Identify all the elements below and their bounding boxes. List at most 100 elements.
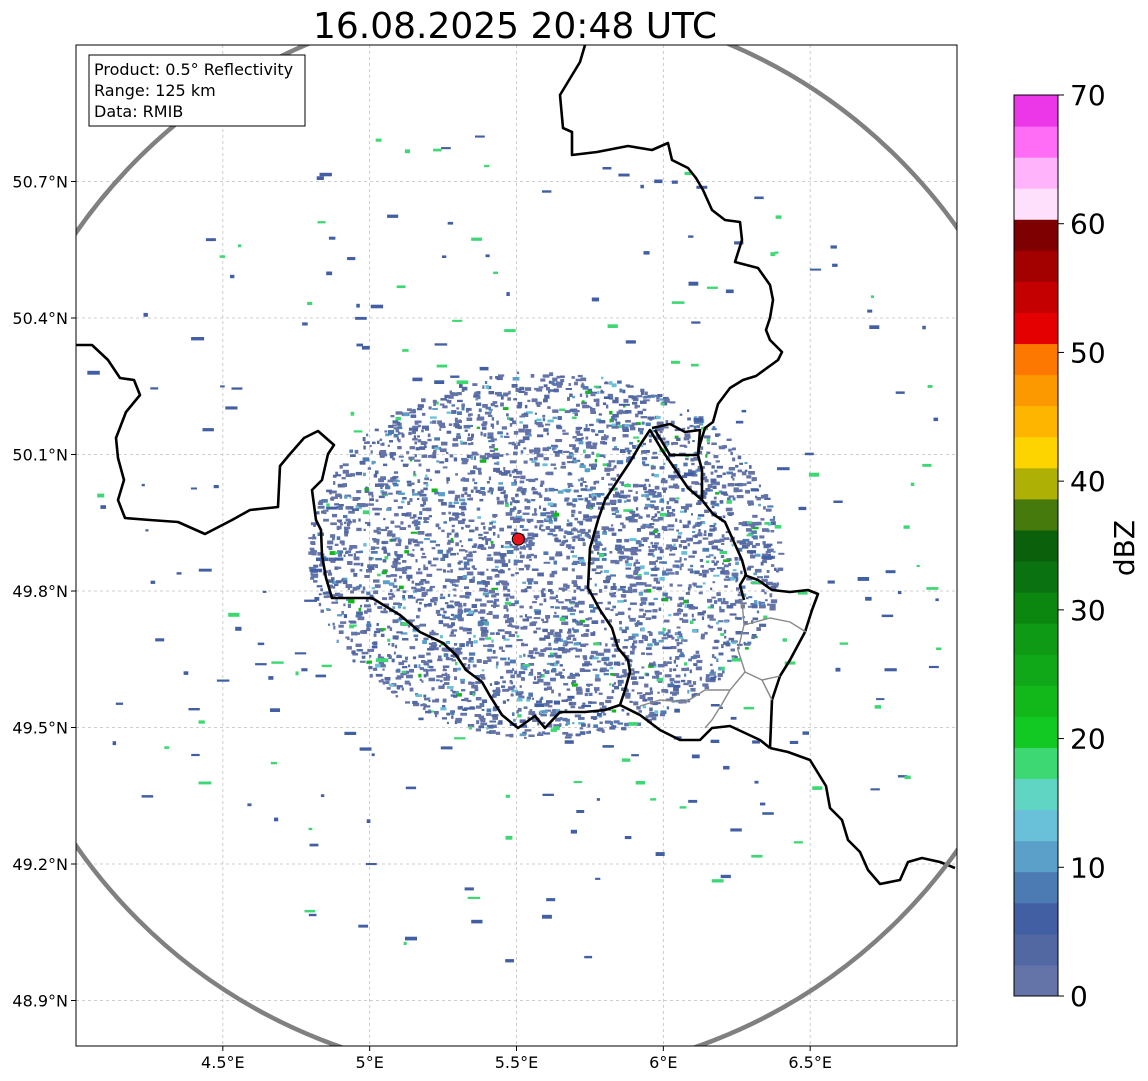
echo-pixel (434, 447, 440, 450)
echo-pixel (652, 494, 659, 498)
echo-pixel (656, 421, 663, 425)
echo-pixel (416, 408, 423, 411)
echo-pixel (87, 370, 100, 375)
echo-pixel (423, 637, 429, 641)
echo-pixel (532, 533, 539, 538)
echo-pixel (592, 656, 599, 660)
echo-pixel (372, 546, 380, 549)
echo-pixel (503, 435, 510, 438)
echo-pixel (718, 666, 725, 671)
echo-pixel (673, 684, 681, 688)
echo-pixel (334, 583, 339, 587)
echo-pixel (375, 564, 378, 569)
echo-pixel (549, 596, 557, 600)
echo-pixel (467, 665, 471, 670)
echo-pixel (711, 505, 715, 509)
echo-pixel (615, 418, 618, 422)
echo-pixel (676, 643, 680, 647)
echo-pixel (488, 391, 495, 395)
echo-pixel (755, 495, 758, 499)
echo-pixel (480, 722, 488, 726)
echo-pixel (543, 561, 551, 564)
echo-pixel (522, 581, 527, 584)
echo-pixel (689, 424, 694, 428)
echo-pixel (361, 345, 370, 350)
echo-pixel (396, 631, 403, 634)
echo-pixel (488, 546, 495, 549)
echo-pixel (509, 460, 517, 464)
echo-pixel (596, 453, 600, 458)
echo-pixel (574, 714, 582, 718)
echo-pixel (474, 391, 478, 395)
echo-pixel (362, 510, 370, 515)
echo-pixel (666, 568, 673, 572)
echo-pixel (559, 664, 563, 667)
echo-pixel (725, 575, 729, 578)
echo-pixel (566, 531, 572, 535)
echo-pixel (675, 656, 680, 660)
echo-pixel (397, 604, 401, 609)
echo-pixel (662, 526, 668, 530)
echo-pixel (337, 614, 343, 617)
echo-pixel (601, 558, 607, 561)
echo-pixel (705, 678, 711, 683)
echo-pixel (543, 398, 548, 403)
echo-pixel (375, 557, 382, 561)
echo-pixel (465, 550, 468, 553)
echo-pixel (471, 453, 479, 456)
echo-pixel (713, 496, 717, 500)
echo-pixel (555, 594, 558, 598)
colorbar-tick-label: 70 (1070, 79, 1106, 112)
echo-pixel (353, 556, 360, 561)
echo-pixel (593, 534, 600, 539)
echo-pixel (591, 620, 599, 624)
echo-pixel (719, 446, 725, 450)
echo-pixel (746, 528, 752, 532)
echo-pixel (386, 508, 391, 511)
echo-pixel (635, 491, 638, 494)
echo-pixel (491, 594, 497, 598)
echo-pixel (561, 489, 567, 492)
echo-pixel (590, 466, 596, 470)
echo-pixel (342, 580, 348, 585)
echo-pixel (387, 530, 393, 534)
echo-pixel (687, 689, 690, 694)
colorbar-bin (1014, 467, 1058, 500)
echo-pixel (474, 675, 481, 678)
echo-pixel (631, 672, 635, 676)
echo-pixel (345, 506, 351, 510)
echo-pixel (619, 626, 623, 631)
echo-pixel (388, 643, 391, 646)
echo-pixel (403, 412, 409, 417)
echo-pixel (442, 614, 446, 619)
echo-pixel (466, 417, 473, 421)
echo-pixel (693, 420, 701, 424)
echo-pixel (219, 255, 226, 258)
echo-pixel (560, 378, 565, 383)
echo-pixel (529, 709, 533, 713)
echo-pixel (763, 615, 768, 619)
echo-pixel (476, 659, 482, 663)
echo-pixel (418, 664, 421, 669)
echo-pixel (624, 484, 631, 488)
echo-pixel (553, 634, 557, 637)
echo-pixel (549, 556, 555, 561)
echo-pixel (613, 682, 616, 685)
echo-pixel (235, 626, 242, 631)
echo-pixel (454, 649, 461, 653)
echo-pixel (359, 660, 366, 663)
echo-pixel (543, 428, 549, 432)
echo-pixel (576, 437, 583, 442)
echo-pixel (566, 722, 571, 725)
echo-pixel (335, 597, 338, 602)
echo-pixel (751, 477, 757, 481)
echo-pixel (776, 569, 780, 573)
echo-pixel (413, 634, 419, 638)
echo-pixel (723, 578, 731, 581)
echo-pixel (564, 497, 570, 500)
echo-pixel (693, 542, 701, 545)
echo-pixel (497, 431, 503, 435)
echo-pixel (494, 462, 498, 465)
echo-pixel (557, 490, 564, 494)
echo-pixel (561, 699, 568, 702)
